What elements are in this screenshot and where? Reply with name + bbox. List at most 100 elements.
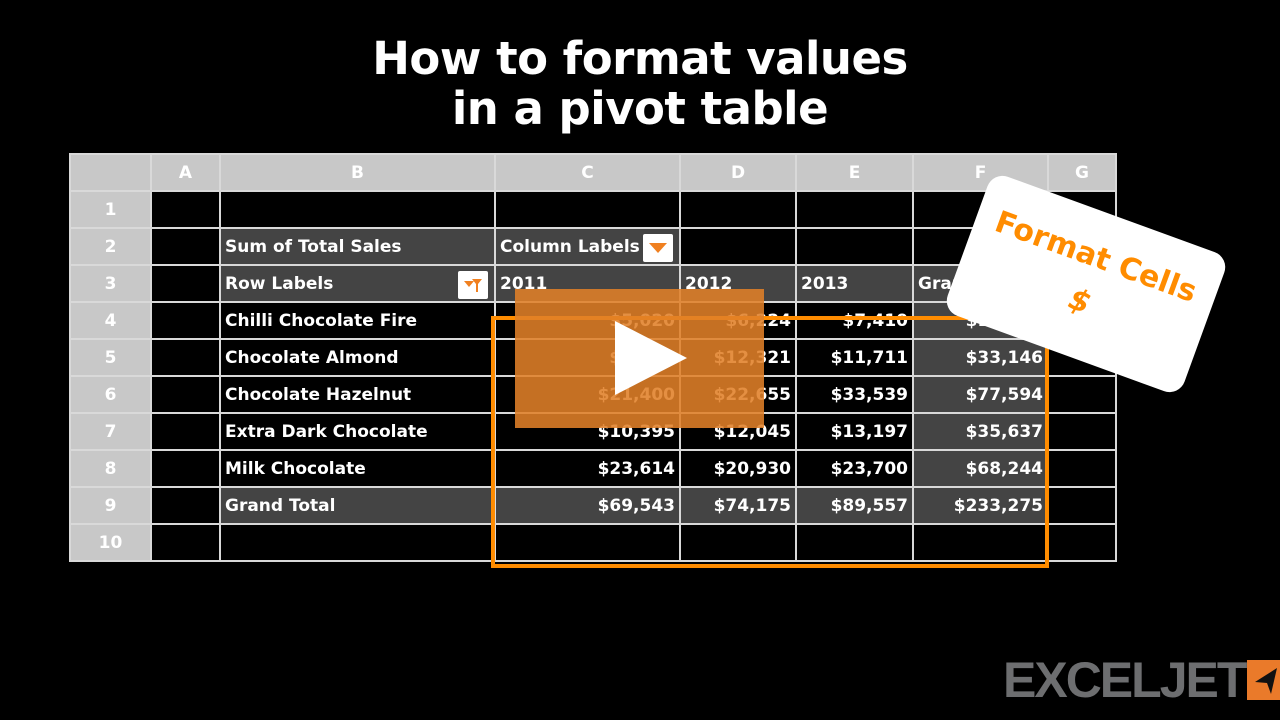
cell-value: $11,711 xyxy=(830,347,908,368)
cell-value: $89,557 xyxy=(830,495,908,516)
cell-value: $23,614 xyxy=(597,458,675,479)
row-header-7[interactable]: 7 xyxy=(69,412,152,451)
cell[interactable]: $23,700 xyxy=(795,449,914,488)
column-header-e[interactable]: E xyxy=(795,153,914,192)
cell-value: Row Labels xyxy=(225,273,334,294)
title-line-1: How to format values xyxy=(372,32,908,85)
cell[interactable]: 2013 xyxy=(795,264,914,303)
cell-value: Chocolate Hazelnut xyxy=(225,384,412,405)
cell[interactable]: $13,197 xyxy=(795,412,914,451)
cell-value: $23,700 xyxy=(830,458,908,479)
row-header-3[interactable]: 3 xyxy=(69,264,152,303)
filter-icon xyxy=(464,279,482,292)
cell[interactable]: Chocolate Hazelnut xyxy=(219,375,496,414)
logo-text: EXCELJET xyxy=(1003,651,1247,708)
cell[interactable]: Extra Dark Chocolate xyxy=(219,412,496,451)
column-header-d[interactable]: D xyxy=(679,153,797,192)
spreadsheet-grid: A B C D E F G 1 2 Sum of Total Sales Column Labels… xyxy=(69,153,1117,562)
row-labels-filter-button[interactable] xyxy=(458,271,488,299)
row-header-8[interactable]: 8 xyxy=(69,449,152,488)
cell-value: $233,275 xyxy=(953,495,1043,516)
cell[interactable]: Sum of Total Sales xyxy=(219,227,496,266)
cell[interactable] xyxy=(150,523,221,562)
cell-value: 2011 xyxy=(500,273,548,294)
row-header-4[interactable]: 4 xyxy=(69,301,152,340)
cell[interactable] xyxy=(1047,412,1117,451)
row-header-1[interactable]: 1 xyxy=(69,190,152,229)
cell[interactable] xyxy=(219,190,496,229)
cell[interactable]: $68,244 xyxy=(912,449,1049,488)
cell[interactable] xyxy=(912,523,1049,562)
cell[interactable] xyxy=(679,190,797,229)
cell[interactable] xyxy=(795,227,914,266)
cell[interactable]: $35,637 xyxy=(912,412,1049,451)
cell[interactable] xyxy=(1047,449,1117,488)
dropdown-arrow-icon xyxy=(649,243,667,253)
cell[interactable]: Chocolate Almond xyxy=(219,338,496,377)
cell[interactable] xyxy=(1047,375,1117,414)
select-all-corner[interactable] xyxy=(69,153,152,192)
cell-value: Extra Dark Chocolate xyxy=(225,421,428,442)
cell[interactable] xyxy=(494,523,681,562)
play-button[interactable] xyxy=(515,289,764,428)
cell[interactable]: $233,275 xyxy=(912,486,1049,525)
cell[interactable] xyxy=(150,227,221,266)
cell[interactable]: $89,557 xyxy=(795,486,914,525)
cell-value: $13,197 xyxy=(830,421,908,442)
cell[interactable]: $33,539 xyxy=(795,375,914,414)
row-header-6[interactable]: 6 xyxy=(69,375,152,414)
cell[interactable] xyxy=(150,412,221,451)
cell[interactable] xyxy=(1047,486,1117,525)
row-header-5[interactable]: 5 xyxy=(69,338,152,377)
cell[interactable] xyxy=(150,301,221,340)
cell[interactable] xyxy=(150,449,221,488)
cell[interactable] xyxy=(219,523,496,562)
column-header-c[interactable]: C xyxy=(494,153,681,192)
cell-value: Sum of Total Sales xyxy=(225,236,402,257)
cell[interactable] xyxy=(150,486,221,525)
row-header-10[interactable]: 10 xyxy=(69,523,152,562)
cell[interactable]: Chilli Chocolate Fire xyxy=(219,301,496,340)
table-row: 8 Milk Chocolate $23,614 $20,930 $23,700 $68,… xyxy=(69,449,1117,488)
cell[interactable]: Grand Total xyxy=(219,486,496,525)
cell[interactable]: $7,410 xyxy=(795,301,914,340)
row-header-2[interactable]: 2 xyxy=(69,227,152,266)
cell-value: Column Labels xyxy=(500,236,640,257)
selection-highlight xyxy=(491,316,1049,568)
cell[interactable] xyxy=(150,190,221,229)
column-header-b[interactable]: B xyxy=(219,153,496,192)
cell[interactable]: $11,711 xyxy=(795,338,914,377)
cell[interactable]: $69,543 xyxy=(494,486,681,525)
cell-value: $33,539 xyxy=(830,384,908,405)
cell[interactable]: $23,614 xyxy=(494,449,681,488)
cell[interactable] xyxy=(795,190,914,229)
cell-value: Grand Total xyxy=(225,495,336,516)
cell[interactable]: Row Labels xyxy=(219,264,496,303)
cell-value: Milk Chocolate xyxy=(225,458,366,479)
cell[interactable]: $20,930 xyxy=(679,449,797,488)
cell[interactable]: Column Labels xyxy=(494,227,681,266)
cell[interactable]: Milk Chocolate xyxy=(219,449,496,488)
cell[interactable]: $33,146 xyxy=(912,338,1049,377)
column-header-g[interactable]: G xyxy=(1047,153,1117,192)
cell-value: $20,930 xyxy=(713,458,791,479)
cell[interactable] xyxy=(150,264,221,303)
video-title: How to format values in a pivot table xyxy=(0,34,1280,134)
cell[interactable] xyxy=(150,338,221,377)
table-row: 2 Sum of Total Sales Column Labels xyxy=(69,227,1117,266)
cell[interactable]: $74,175 xyxy=(679,486,797,525)
cell[interactable] xyxy=(679,523,797,562)
column-labels-dropdown[interactable] xyxy=(643,234,673,262)
cell[interactable] xyxy=(679,227,797,266)
cell[interactable] xyxy=(150,375,221,414)
column-header-a[interactable]: A xyxy=(150,153,221,192)
cell[interactable] xyxy=(1047,523,1117,562)
cell[interactable]: $77,594 xyxy=(912,375,1049,414)
play-icon xyxy=(615,321,687,395)
cell[interactable] xyxy=(494,190,681,229)
cell-value: 2013 xyxy=(801,273,849,294)
exceljet-logo: EXCELJET xyxy=(1003,651,1280,708)
row-header-9[interactable]: 9 xyxy=(69,486,152,525)
cell[interactable] xyxy=(795,523,914,562)
cell-value: Chilli Chocolate Fire xyxy=(225,310,418,331)
